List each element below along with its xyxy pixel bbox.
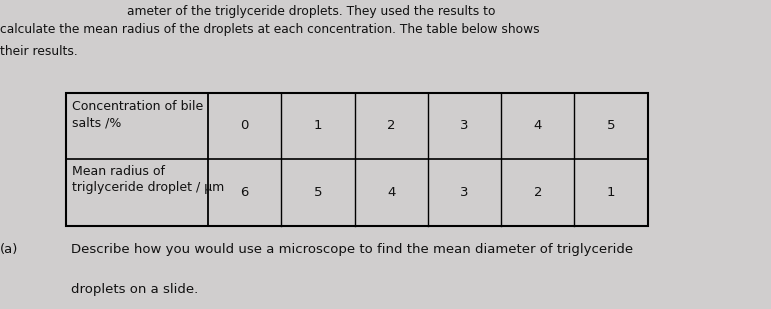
Text: calculate the mean radius of the droplets at each concentration. The table below: calculate the mean radius of the droplet… — [0, 23, 540, 36]
Text: ameter of the triglyceride droplets. They used the results to: ameter of the triglyceride droplets. The… — [127, 5, 496, 18]
Text: (a): (a) — [0, 243, 19, 256]
Text: Describe how you would use a microscope to find the mean diameter of triglycerid: Describe how you would use a microscope … — [71, 243, 633, 256]
Text: 5: 5 — [314, 186, 322, 199]
Text: Concentration of bile
salts /%: Concentration of bile salts /% — [72, 100, 203, 130]
Text: 2: 2 — [534, 186, 542, 199]
Text: Mean radius of
triglyceride droplet / μm: Mean radius of triglyceride droplet / μm — [72, 165, 224, 194]
Text: 3: 3 — [460, 119, 469, 133]
Text: their results.: their results. — [0, 45, 78, 58]
Text: 5: 5 — [607, 119, 615, 133]
Text: 4: 4 — [387, 186, 396, 199]
Text: 3: 3 — [460, 186, 469, 199]
FancyBboxPatch shape — [66, 93, 648, 226]
Text: 0: 0 — [241, 119, 249, 133]
Text: 4: 4 — [534, 119, 542, 133]
Text: 1: 1 — [607, 186, 615, 199]
Text: 2: 2 — [387, 119, 396, 133]
Text: 6: 6 — [241, 186, 249, 199]
Text: 1: 1 — [314, 119, 322, 133]
Text: droplets on a slide.: droplets on a slide. — [71, 283, 198, 296]
